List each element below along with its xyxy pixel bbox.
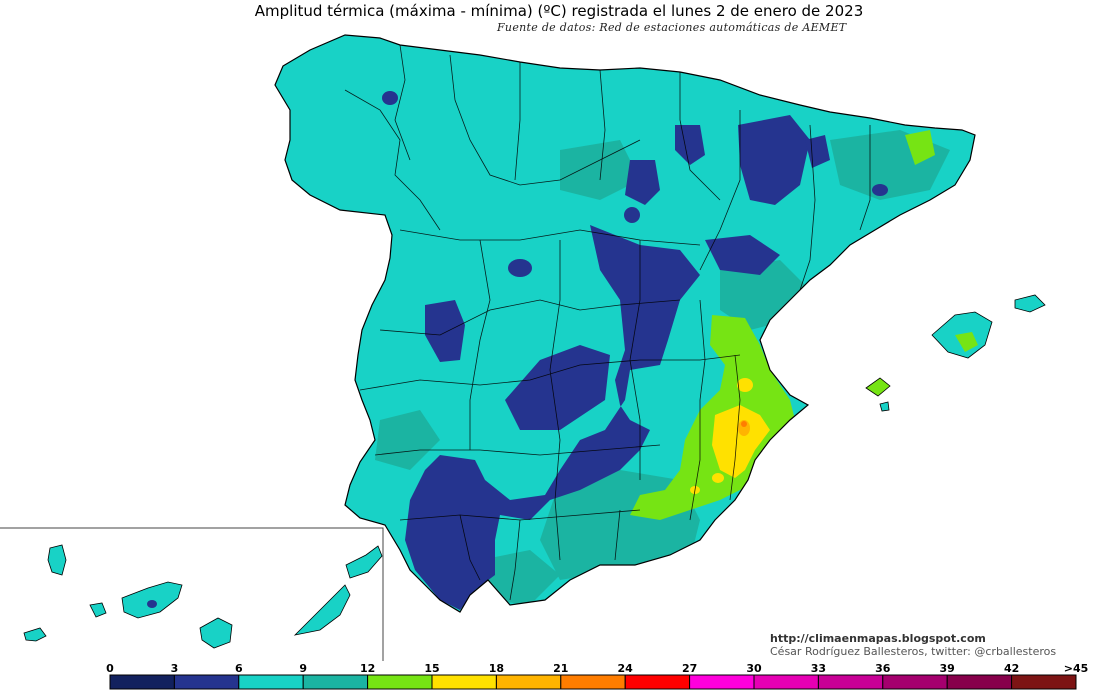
legend-swatch-0	[109, 674, 175, 690]
legend-tick-14: 42	[1003, 662, 1020, 675]
island-fuerteventura	[293, 584, 351, 636]
zone-mid-west	[375, 410, 440, 470]
legend-swatch-11	[817, 674, 884, 690]
legend-tick-10: 30	[746, 662, 762, 675]
zone-low-lamancha	[505, 345, 610, 430]
map-title: Amplitud térmica (máxima - mínima) (ºC) …	[254, 2, 864, 20]
province-borders	[344, 44, 871, 601]
legend-swatch-9	[689, 674, 755, 690]
legend-tick-13: 39	[939, 662, 955, 675]
legend-tick-15: >45	[1063, 662, 1089, 675]
canary-inset-frame	[0, 527, 384, 661]
legend-swatch-13	[946, 674, 1013, 690]
peninsula-map	[274, 34, 976, 613]
legend-swatch-8	[624, 674, 691, 690]
legend-tick-8: 24	[617, 662, 633, 675]
zone-low-salamanca	[425, 300, 465, 362]
canary-islands	[23, 544, 383, 649]
blog-url: http://climaenmapas.blogspot.com	[770, 632, 986, 645]
legend-tick-5: 15	[424, 662, 440, 675]
zone-low-central	[405, 225, 700, 610]
island-lanzarote	[345, 545, 383, 579]
zone-low-spot-4	[872, 184, 888, 196]
legend-swatch-2	[238, 674, 304, 690]
legend-swatch-10	[753, 674, 819, 690]
zone-low-aragon	[705, 235, 780, 275]
legend-swatch-7	[560, 674, 626, 690]
balearic-islands	[865, 294, 1046, 412]
zone-mid-north	[560, 140, 640, 200]
legend-tick-7: 21	[553, 662, 569, 675]
legend-tick-6: 18	[488, 662, 505, 675]
zone-peak-spot	[741, 421, 747, 427]
peninsula-coastline	[274, 34, 976, 613]
zone-hot-valencia	[712, 405, 770, 478]
legend-tick-12: 36	[875, 662, 891, 675]
island-ibiza	[865, 377, 891, 397]
zone-mid-south	[480, 550, 560, 605]
legend-swatch-12	[882, 674, 948, 690]
island-mallorca-warm	[955, 332, 978, 352]
zone-warm-girona	[905, 130, 935, 165]
legend-tick-3: 9	[299, 662, 308, 675]
zone-low-spot-1	[508, 259, 532, 277]
legend-tick-9: 27	[681, 662, 698, 675]
legend-tick-2: 6	[234, 662, 243, 675]
island-la-palma	[47, 544, 67, 576]
island-la-gomera	[89, 602, 107, 618]
zone-low-navarra	[738, 115, 810, 205]
legend-swatch-5	[431, 674, 497, 690]
island-menorca	[1014, 294, 1046, 313]
zone-low-spot-3	[382, 91, 398, 105]
legend-tick-1: 3	[170, 662, 179, 675]
zone-hot-spot-2	[712, 473, 724, 483]
island-gran-canaria	[199, 617, 233, 649]
island-formentera	[879, 401, 890, 412]
legend-swatch-3	[302, 674, 369, 690]
zone-low-spot-2	[624, 207, 640, 223]
legend-swatch-4	[367, 674, 433, 690]
author-credit: César Rodríguez Ballesteros, twitter: @c…	[770, 645, 1057, 658]
data-source-subtitle: Fuente de datos: Red de estaciones autom…	[497, 21, 847, 34]
legend-swatch-1	[173, 674, 240, 690]
zone-low-alava	[675, 125, 705, 165]
legend-tick-11: 33	[810, 662, 827, 675]
zone-hot-spot-1	[737, 378, 753, 392]
legend-tick-4: 12	[359, 662, 376, 675]
legend-swatch-14	[1011, 674, 1077, 690]
zone-low-burgos	[625, 160, 660, 205]
island-tenerife-low	[147, 600, 157, 608]
island-el-hierro	[23, 627, 47, 642]
legend-swatch-6	[495, 674, 562, 690]
legend-tick-0: 0	[106, 662, 114, 675]
